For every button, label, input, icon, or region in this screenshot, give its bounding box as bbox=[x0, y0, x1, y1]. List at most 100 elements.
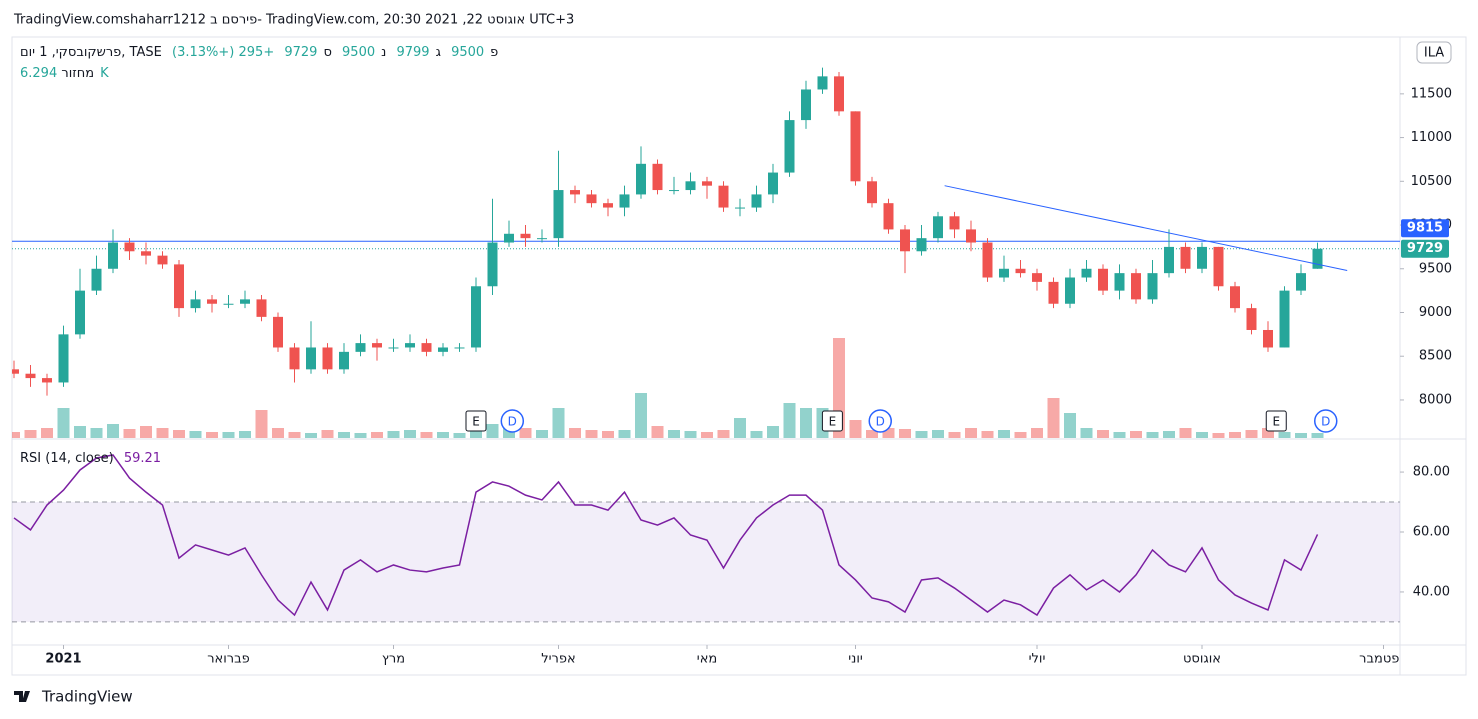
candle-body bbox=[487, 242, 498, 287]
event-label: E bbox=[829, 415, 837, 429]
currency-badge bbox=[1416, 41, 1452, 64]
volume-bar bbox=[783, 403, 796, 438]
candle-body bbox=[289, 347, 300, 370]
volume-bar bbox=[1311, 433, 1324, 438]
ohlc-letter: נ bbox=[381, 45, 387, 60]
candle-body bbox=[421, 343, 432, 352]
volume-bar bbox=[552, 408, 565, 438]
volume-bar bbox=[585, 430, 598, 438]
candle-body bbox=[619, 194, 630, 208]
chart-border bbox=[11, 36, 1467, 676]
candle-body bbox=[817, 76, 828, 90]
volume-bar bbox=[288, 432, 301, 438]
y-tick-label: 8000 bbox=[1419, 392, 1452, 407]
volume-bar bbox=[684, 431, 697, 438]
candle-body bbox=[949, 216, 960, 230]
volume-bar bbox=[1080, 428, 1093, 438]
candle-body bbox=[669, 190, 679, 192]
candle-body bbox=[735, 207, 745, 209]
event-label: D bbox=[876, 415, 885, 429]
rsi-legend: RSI (14, close) 59.21 bbox=[20, 451, 167, 466]
rsi-band bbox=[12, 502, 1400, 622]
rsi-value: 59.21 bbox=[123, 451, 162, 466]
volume-bar bbox=[635, 393, 647, 438]
price-tag-label: 9729 bbox=[1407, 241, 1443, 256]
event-label: D bbox=[1321, 415, 1330, 429]
volume-bar bbox=[1196, 432, 1208, 438]
rsi-title: RSI (14, close) bbox=[20, 451, 114, 466]
ohlc-value: 9729 bbox=[284, 45, 318, 60]
candle-body bbox=[850, 111, 861, 182]
volume-bar bbox=[602, 431, 614, 438]
ohlc-value: 9799 bbox=[396, 45, 430, 60]
candle-body bbox=[603, 203, 613, 208]
candle-body bbox=[1081, 268, 1092, 278]
candle-body bbox=[900, 229, 910, 252]
candle-body bbox=[1114, 273, 1125, 291]
candle-body bbox=[124, 242, 135, 252]
volume-bar bbox=[354, 433, 367, 438]
volume-bar bbox=[437, 432, 449, 438]
ohlc-value: 9500 bbox=[342, 45, 376, 60]
y-tick-label: 9000 bbox=[1419, 305, 1452, 320]
volume-bar bbox=[717, 430, 730, 438]
volume-bar bbox=[90, 428, 103, 438]
volume-bar bbox=[206, 432, 218, 438]
volume-bar bbox=[519, 428, 532, 438]
candle-body bbox=[504, 233, 514, 243]
candle-body bbox=[190, 299, 201, 309]
candle-body bbox=[471, 286, 481, 348]
candle-body bbox=[256, 299, 267, 317]
volume-bar bbox=[239, 431, 251, 438]
earnings-marker bbox=[821, 410, 843, 432]
candle-body bbox=[42, 378, 52, 383]
footer-brand: TradingView bbox=[41, 688, 133, 706]
candle-body bbox=[768, 172, 778, 195]
candle-body bbox=[999, 268, 1009, 278]
volume-bar bbox=[734, 418, 746, 438]
volume-bar bbox=[618, 430, 631, 438]
volume-bar bbox=[305, 433, 317, 438]
price-tag bbox=[1401, 219, 1449, 238]
candle-body bbox=[636, 163, 646, 195]
candle-body bbox=[388, 347, 399, 349]
y-tick-label: 9500 bbox=[1419, 261, 1452, 276]
candle-body bbox=[520, 233, 531, 239]
candle-body bbox=[1048, 281, 1059, 304]
earnings-marker bbox=[1265, 410, 1287, 432]
candle-body bbox=[1263, 329, 1273, 348]
volume-bar bbox=[750, 431, 763, 438]
event-label: E bbox=[472, 415, 480, 429]
candle-body bbox=[75, 290, 85, 335]
volume-bar bbox=[965, 428, 977, 438]
candle-body bbox=[207, 299, 217, 304]
dividend-marker bbox=[1314, 409, 1338, 433]
volume-bar bbox=[272, 428, 284, 438]
y-tick-label: 10500 bbox=[1411, 174, 1452, 189]
candle-body bbox=[58, 334, 69, 383]
ohlc-letter: ג bbox=[435, 45, 441, 60]
volume-bar bbox=[932, 430, 944, 438]
volume-bar bbox=[998, 430, 1010, 438]
candle-body bbox=[652, 163, 663, 191]
volume-bar bbox=[1014, 432, 1027, 438]
currency-label: ILA bbox=[1424, 46, 1444, 61]
candle-body bbox=[12, 369, 19, 374]
volume-bar bbox=[140, 426, 152, 438]
x-tick-label: אוגוסט bbox=[1183, 652, 1221, 667]
volume-bar bbox=[1064, 413, 1076, 438]
candle-body bbox=[1131, 273, 1141, 300]
header-line: TradingView.comshaharr1212 פירסם ב- Trad… bbox=[13, 13, 574, 28]
volume-bar bbox=[12, 432, 20, 438]
ohlc-letter: פ bbox=[490, 45, 499, 60]
earnings-marker bbox=[465, 410, 487, 432]
footer-logo bbox=[14, 691, 30, 702]
rsi-tick-label: 80.00 bbox=[1413, 465, 1450, 480]
candle-body bbox=[1065, 277, 1075, 304]
candle-body bbox=[157, 255, 168, 265]
volume-bar bbox=[1179, 428, 1192, 438]
volume-bar bbox=[536, 430, 548, 438]
candle-body bbox=[108, 242, 118, 269]
volume-bar bbox=[107, 424, 119, 438]
